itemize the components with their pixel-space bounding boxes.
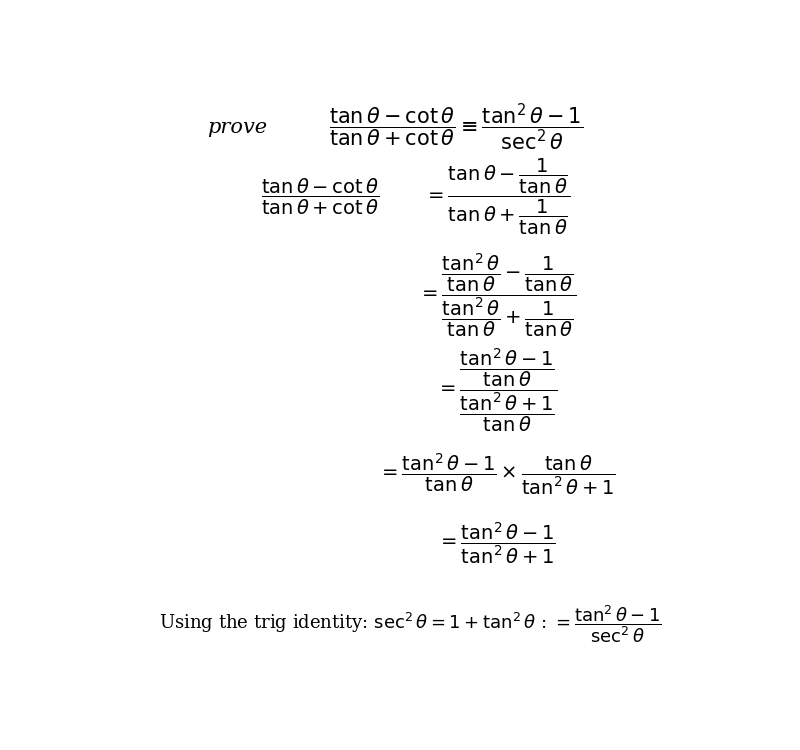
- Text: $= \dfrac{\tan\theta - \dfrac{1}{\tan\theta}}{\tan\theta + \dfrac{1}{\tan\theta}: $= \dfrac{\tan\theta - \dfrac{1}{\tan\th…: [423, 157, 570, 237]
- Text: $\dfrac{\tan\theta - \cot\theta}{\tan\theta + \cot\theta}$: $\dfrac{\tan\theta - \cot\theta}{\tan\th…: [261, 177, 379, 217]
- Text: $= \dfrac{\tan^2\theta - 1}{\tan^2\theta + 1}$: $= \dfrac{\tan^2\theta - 1}{\tan^2\theta…: [438, 520, 556, 566]
- Text: $\dfrac{\tan\theta - \cot\theta}{\tan\theta + \cot\theta} \equiv \dfrac{\tan^2\t: $\dfrac{\tan\theta - \cot\theta}{\tan\th…: [330, 102, 583, 153]
- Text: Using the trig identity: $\sec^2\theta = 1 + \tan^2\theta$ : $= \dfrac{\tan^2\th: Using the trig identity: $\sec^2\theta =…: [158, 603, 662, 645]
- Text: $= \dfrac{\tan^2\theta - 1}{\tan\theta} \times \dfrac{\tan\theta}{\tan^2\theta +: $= \dfrac{\tan^2\theta - 1}{\tan\theta} …: [378, 452, 616, 497]
- Text: $= \dfrac{\dfrac{\tan^2\theta - 1}{\tan\theta}}{\dfrac{\tan^2\theta + 1}{\tan\th: $= \dfrac{\dfrac{\tan^2\theta - 1}{\tan\…: [436, 346, 558, 434]
- Text: $= \dfrac{\dfrac{\tan^2\theta}{\tan\theta} - \dfrac{1}{\tan\theta}}{\dfrac{\tan^: $= \dfrac{\dfrac{\tan^2\theta}{\tan\thet…: [418, 251, 576, 339]
- Text: prove: prove: [207, 118, 267, 137]
